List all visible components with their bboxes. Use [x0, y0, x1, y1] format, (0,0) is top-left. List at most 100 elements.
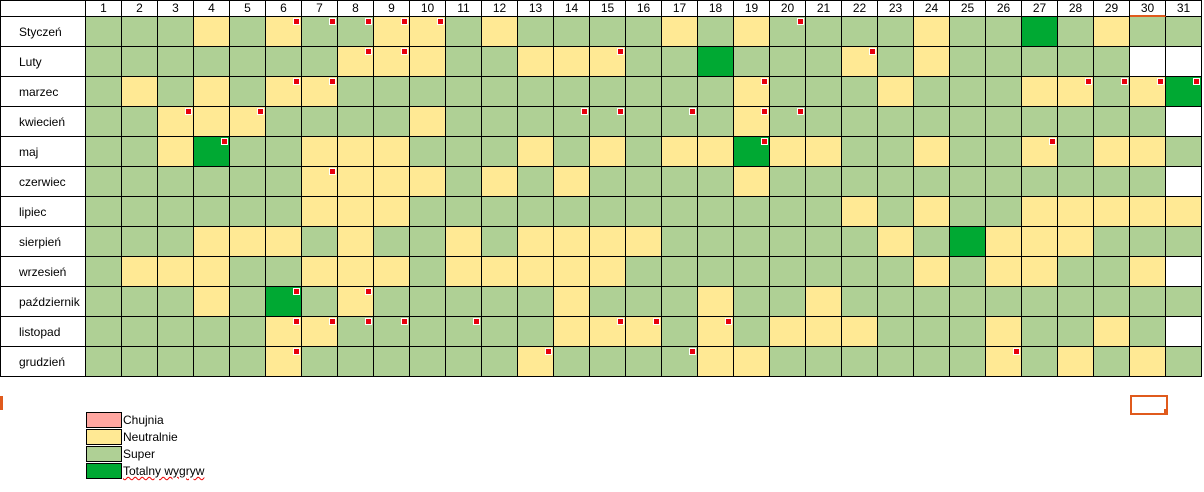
mood-cell[interactable]: [410, 227, 446, 257]
mood-cell[interactable]: [230, 17, 266, 47]
mood-cell[interactable]: [734, 137, 770, 167]
mood-cell[interactable]: [1166, 77, 1202, 107]
mood-cell[interactable]: [950, 137, 986, 167]
mood-cell[interactable]: [122, 287, 158, 317]
day-header[interactable]: 8: [338, 0, 374, 17]
mood-cell[interactable]: [302, 197, 338, 227]
mood-cell[interactable]: [914, 257, 950, 287]
mood-cell[interactable]: [482, 257, 518, 287]
mood-cell[interactable]: [878, 287, 914, 317]
mood-cell[interactable]: [518, 137, 554, 167]
mood-cell[interactable]: [590, 47, 626, 77]
mood-cell[interactable]: [374, 317, 410, 347]
mood-cell[interactable]: [662, 107, 698, 137]
mood-cell[interactable]: [1166, 317, 1202, 347]
day-header[interactable]: 25: [950, 0, 986, 17]
mood-cell[interactable]: [266, 287, 302, 317]
mood-cell[interactable]: [842, 257, 878, 287]
mood-cell[interactable]: [230, 197, 266, 227]
day-header[interactable]: 3: [158, 0, 194, 17]
mood-cell[interactable]: [662, 317, 698, 347]
mood-cell[interactable]: [158, 287, 194, 317]
day-header[interactable]: 19: [734, 0, 770, 17]
mood-cell[interactable]: [194, 77, 230, 107]
mood-cell[interactable]: [806, 137, 842, 167]
mood-cell[interactable]: [554, 17, 590, 47]
mood-cell[interactable]: [158, 137, 194, 167]
mood-cell[interactable]: [590, 257, 626, 287]
mood-cell[interactable]: [986, 17, 1022, 47]
mood-cell[interactable]: [1130, 107, 1166, 137]
mood-cell[interactable]: [302, 347, 338, 377]
mood-cell[interactable]: [338, 17, 374, 47]
mood-cell[interactable]: [122, 257, 158, 287]
mood-cell[interactable]: [122, 17, 158, 47]
day-header[interactable]: 13: [518, 0, 554, 17]
mood-cell[interactable]: [230, 107, 266, 137]
mood-cell[interactable]: [86, 137, 122, 167]
mood-cell[interactable]: [1058, 167, 1094, 197]
mood-cell[interactable]: [1130, 167, 1166, 197]
mood-cell[interactable]: [554, 257, 590, 287]
mood-cell[interactable]: [914, 317, 950, 347]
mood-cell[interactable]: [950, 167, 986, 197]
mood-cell[interactable]: [662, 167, 698, 197]
mood-cell[interactable]: [950, 197, 986, 227]
mood-cell[interactable]: [302, 287, 338, 317]
mood-cell[interactable]: [1094, 107, 1130, 137]
mood-cell[interactable]: [950, 257, 986, 287]
mood-cell[interactable]: [806, 107, 842, 137]
mood-cell[interactable]: [590, 137, 626, 167]
mood-cell[interactable]: [554, 317, 590, 347]
mood-cell[interactable]: [230, 137, 266, 167]
mood-cell[interactable]: [878, 17, 914, 47]
mood-cell[interactable]: [446, 347, 482, 377]
mood-cell[interactable]: [338, 257, 374, 287]
mood-cell[interactable]: [122, 197, 158, 227]
mood-cell[interactable]: [698, 227, 734, 257]
day-header[interactable]: 20: [770, 0, 806, 17]
mood-cell[interactable]: [770, 17, 806, 47]
mood-cell[interactable]: [482, 317, 518, 347]
mood-cell[interactable]: [194, 107, 230, 137]
day-header[interactable]: 21: [806, 0, 842, 17]
mood-cell[interactable]: [1094, 227, 1130, 257]
day-header[interactable]: 4: [194, 0, 230, 17]
mood-cell[interactable]: [662, 347, 698, 377]
mood-cell[interactable]: [554, 107, 590, 137]
mood-cell[interactable]: [374, 257, 410, 287]
mood-cell[interactable]: [518, 77, 554, 107]
mood-cell[interactable]: [842, 17, 878, 47]
mood-cell[interactable]: [950, 17, 986, 47]
mood-cell[interactable]: [626, 167, 662, 197]
day-header[interactable]: 11: [446, 0, 482, 17]
mood-cell[interactable]: [1022, 347, 1058, 377]
mood-cell[interactable]: [446, 317, 482, 347]
mood-cell[interactable]: [86, 227, 122, 257]
mood-cell[interactable]: [1058, 347, 1094, 377]
mood-cell[interactable]: [482, 77, 518, 107]
mood-cell[interactable]: [842, 347, 878, 377]
mood-cell[interactable]: [662, 257, 698, 287]
mood-cell[interactable]: [878, 197, 914, 227]
mood-cell[interactable]: [878, 107, 914, 137]
mood-cell[interactable]: [626, 137, 662, 167]
mood-cell[interactable]: [86, 17, 122, 47]
day-header[interactable]: 22: [842, 0, 878, 17]
mood-cell[interactable]: [1022, 77, 1058, 107]
mood-cell[interactable]: [338, 47, 374, 77]
mood-cell[interactable]: [1094, 347, 1130, 377]
mood-cell[interactable]: [1166, 167, 1202, 197]
mood-cell[interactable]: [518, 227, 554, 257]
mood-cell[interactable]: [194, 287, 230, 317]
mood-cell[interactable]: [122, 167, 158, 197]
mood-cell[interactable]: [950, 77, 986, 107]
day-header[interactable]: 18: [698, 0, 734, 17]
mood-cell[interactable]: [554, 197, 590, 227]
mood-cell[interactable]: [698, 347, 734, 377]
mood-cell[interactable]: [1022, 17, 1058, 47]
mood-cell[interactable]: [590, 77, 626, 107]
mood-cell[interactable]: [698, 17, 734, 47]
mood-cell[interactable]: [266, 17, 302, 47]
mood-cell[interactable]: [158, 77, 194, 107]
